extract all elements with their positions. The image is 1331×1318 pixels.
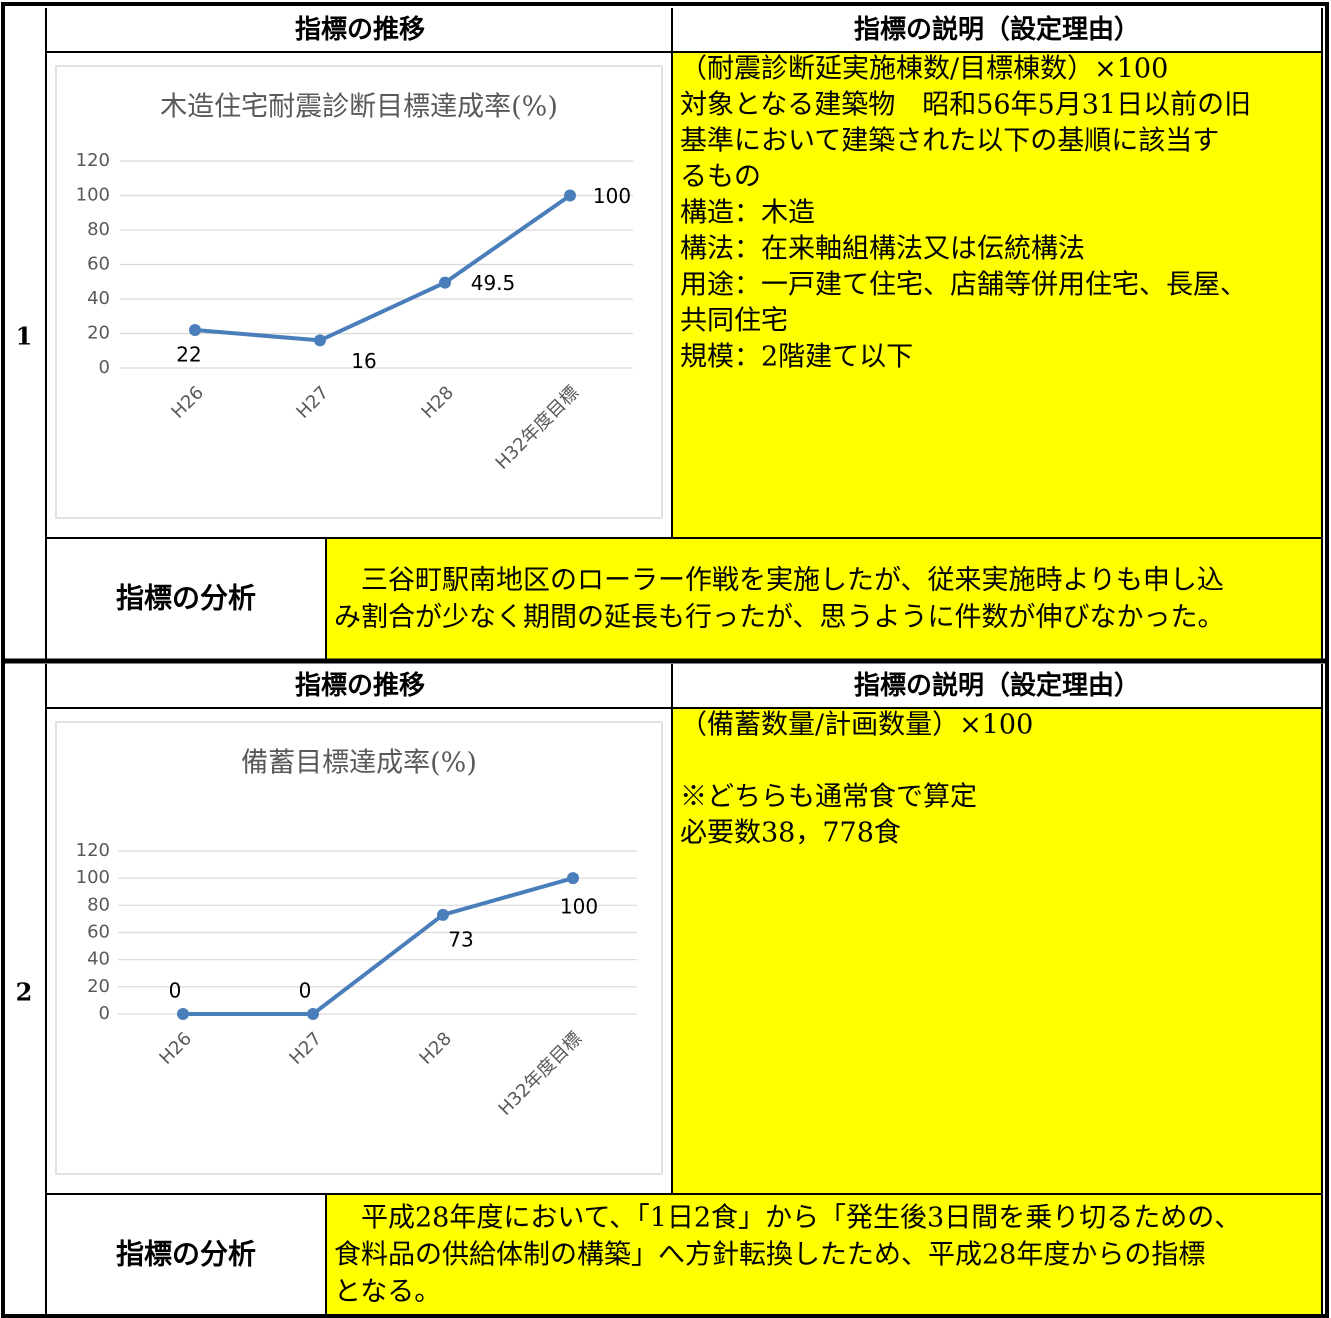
y-tick-label: 40 [87, 949, 110, 970]
description-line: （耐震診断延実施棟数/目標棟数）×100 [680, 54, 1168, 85]
y-tick-label: 80 [87, 219, 110, 240]
analysis-line: み割合が少なく期間の延長も行ったが、思うように件数が伸びなかった。 [334, 602, 1224, 633]
y-tick-label: 60 [87, 254, 110, 275]
analysis-line: 平成28年度において、「1日2食」から「発生後3日間を乗り切るための、 [334, 1203, 1241, 1234]
data-point [439, 276, 451, 289]
data-line [194, 193, 572, 343]
data-line [183, 876, 574, 1016]
section-number: 1 [16, 322, 33, 351]
chart-title: 備蓄目標達成率(%) [241, 748, 477, 779]
analysis-text-cell [327, 1195, 1322, 1316]
description-line: 必要数38，778食 [680, 818, 901, 849]
y-tick-label: 0 [99, 1003, 110, 1024]
data-label: 73 [448, 927, 473, 951]
y-tick-label: 80 [87, 894, 110, 915]
analysis-line: 食料品の供給体制の構築」へ方針転換したため、平成28年度からの指標 [334, 1240, 1205, 1271]
description-line: 対象となる建築物 昭和56年5月31日以前の旧 [680, 90, 1251, 121]
data-point [177, 1008, 189, 1020]
data-label: 0 [169, 979, 182, 1003]
data-label: 100 [560, 895, 598, 919]
analysis-text-cell [327, 539, 1322, 660]
description-line: 共同住宅 [680, 306, 788, 337]
y-tick-label: 100 [76, 185, 110, 206]
header-left: 指標の推移 [295, 671, 425, 701]
data-label: 0 [299, 979, 312, 1003]
y-tick-label: 20 [87, 976, 110, 997]
description-cell [673, 709, 1322, 1193]
description-line: 用途：一戸建て住宅、店舗等併用住宅、長屋、 [680, 270, 1247, 301]
data-point [437, 908, 449, 921]
data-label: 16 [351, 349, 376, 373]
y-tick-label: 0 [99, 357, 110, 378]
y-tick-label: 120 [76, 150, 110, 171]
y-tick-label: 40 [87, 288, 110, 309]
y-tick-label: 120 [76, 840, 110, 861]
section-number: 2 [16, 978, 33, 1007]
description-line: るもの [680, 162, 761, 193]
description-line: 構造：木造 [680, 198, 815, 229]
description-line: 基準において建築された以下の基順に該当す [680, 126, 1219, 157]
header-left: 指標の推移 [295, 15, 425, 45]
data-label: 49.5 [471, 271, 516, 295]
y-tick-label: 60 [87, 922, 110, 943]
data-point [567, 872, 579, 885]
header-right: 指標の説明（設定理由） [854, 14, 1140, 45]
data-label: 22 [176, 343, 201, 367]
chart-frame [55, 721, 663, 1175]
analysis-line: 三谷町駅南地区のローラー作戦を実施したが、従来実施時よりも申し込 [334, 565, 1224, 596]
data-point [564, 189, 576, 202]
data-point [314, 334, 326, 347]
description-line: 規模：2階建て以下 [680, 342, 913, 373]
analysis-label: 指標の分析 [116, 1238, 256, 1271]
data-label: 100 [593, 184, 631, 208]
chart-title: 木造住宅耐震診断目標達成率(%) [160, 92, 558, 123]
analysis-line: となる。 [334, 1277, 441, 1308]
y-tick-label: 20 [87, 323, 110, 344]
analysis-label: 指標の分析 [116, 582, 256, 615]
description-line: （備蓄数量/計画数量）×100 [680, 710, 1033, 741]
data-point [189, 324, 201, 337]
header-right: 指標の説明（設定理由） [854, 670, 1140, 701]
description-line: ※どちらも通常食で算定 [680, 782, 977, 813]
chart-frame [55, 65, 663, 519]
description-line: 構法：在来軸組構法又は伝統構法 [680, 234, 1085, 265]
y-tick-label: 100 [76, 867, 110, 888]
data-point [307, 1008, 319, 1020]
description-cell [673, 53, 1322, 537]
